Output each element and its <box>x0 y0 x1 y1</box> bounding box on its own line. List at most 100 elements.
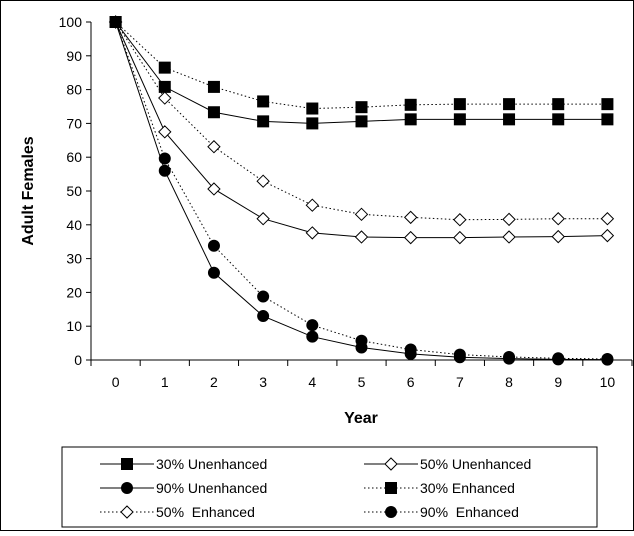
y-tick-label: 40 <box>66 217 82 233</box>
legend-label: 90% Unenhanced <box>156 480 267 496</box>
x-tick-label: 4 <box>308 374 316 390</box>
data-point <box>305 226 320 240</box>
data-point <box>158 152 171 165</box>
x-tick-label: 7 <box>456 374 464 390</box>
x-tick-label: 1 <box>161 374 169 390</box>
data-point <box>305 198 320 212</box>
data-point <box>354 230 369 244</box>
series-4 <box>109 16 614 115</box>
legend-marker <box>385 482 397 494</box>
data-point <box>502 230 516 244</box>
legend-marker <box>120 505 134 519</box>
legend-label: 30% Unenhanced <box>156 456 267 472</box>
data-point <box>404 98 417 111</box>
data-point <box>551 212 565 226</box>
legend-label: 50% Unenhanced <box>420 456 531 472</box>
legend: 30% Unenhanced 50% Unenhanced 90% Unenhanc… <box>61 446 598 528</box>
series-6 <box>109 16 614 365</box>
legend-item: 90% Enhanced <box>364 504 519 520</box>
data-point <box>453 98 466 111</box>
data-point <box>158 164 171 177</box>
data-point <box>109 16 122 28</box>
data-point <box>551 229 565 244</box>
data-point <box>257 95 270 108</box>
legend-label: 90% Enhanced <box>420 504 519 520</box>
data-point <box>552 98 565 111</box>
data-point <box>207 80 220 93</box>
x-tick-label: 8 <box>505 374 513 390</box>
legend-item: 30% Enhanced <box>364 480 515 496</box>
data-point <box>503 113 516 126</box>
x-tick-label: 0 <box>112 374 120 390</box>
axes: Adult Females Year <box>20 22 632 427</box>
data-point <box>403 230 418 245</box>
data-point <box>256 174 270 188</box>
data-point <box>355 101 368 114</box>
y-tick-label: 90 <box>66 48 82 64</box>
series-group <box>108 15 615 366</box>
data-point <box>158 61 171 74</box>
data-point <box>158 91 172 105</box>
y-tick-label: 30 <box>66 251 82 267</box>
y-tick-label: 10 <box>66 318 82 334</box>
legend-marker <box>121 482 133 494</box>
data-point <box>158 80 171 93</box>
legend-marker <box>121 458 133 470</box>
data-point <box>503 350 516 363</box>
y-tick-label: 20 <box>66 284 82 300</box>
x-tick-label: 10 <box>600 374 616 390</box>
legend-item: 30% Unenhanced <box>100 456 267 472</box>
legend-marker <box>384 457 398 471</box>
data-point <box>552 113 565 126</box>
y-tick-label: 70 <box>66 115 82 131</box>
x-tick-label: 6 <box>407 374 415 390</box>
y-axis-label: Adult Females <box>20 136 37 245</box>
data-point <box>257 115 270 128</box>
y-tick-label: 50 <box>66 183 82 199</box>
legend-box <box>61 446 598 528</box>
data-point <box>453 230 467 245</box>
data-point <box>600 212 615 226</box>
x-tick-label: 3 <box>259 374 267 390</box>
y-tick-label: 0 <box>74 352 82 368</box>
data-point <box>306 330 319 343</box>
data-point <box>601 98 614 111</box>
data-point <box>256 212 270 226</box>
x-tick-label: 2 <box>210 374 218 390</box>
data-point <box>453 213 467 227</box>
data-point <box>207 140 221 154</box>
data-point <box>600 228 615 243</box>
legend-marker <box>385 506 397 518</box>
data-point <box>453 113 466 126</box>
y-tick-label: 100 <box>59 14 83 30</box>
data-point <box>207 106 220 119</box>
data-point <box>601 352 614 365</box>
legend-item: 50% Enhanced <box>100 504 255 520</box>
legend-label: 50% Enhanced <box>156 504 255 520</box>
data-point <box>257 310 270 323</box>
data-point <box>404 113 417 126</box>
data-point <box>403 210 418 225</box>
data-point <box>502 212 516 227</box>
data-point <box>404 343 417 356</box>
ticks: 0 10 20 30 40 50 60 70 80 90 100 0 1 2 3 4 5 6 7 8 9 10 <box>59 14 633 390</box>
legend-item: 50% Unenhanced <box>364 456 531 472</box>
y-tick-label: 60 <box>66 149 82 165</box>
data-point <box>355 334 368 347</box>
data-point <box>207 182 221 196</box>
data-point <box>158 125 172 139</box>
data-point <box>355 115 368 128</box>
legend-label: 30% Enhanced <box>420 480 515 496</box>
data-point <box>207 266 220 279</box>
data-point <box>453 348 466 361</box>
data-point <box>601 113 614 126</box>
data-point <box>552 352 565 365</box>
data-point <box>306 102 319 115</box>
x-axis-label: Year <box>344 410 378 427</box>
legend-item: 90% Unenhanced <box>100 480 267 496</box>
data-point <box>503 98 516 111</box>
x-tick-label: 5 <box>358 374 366 390</box>
